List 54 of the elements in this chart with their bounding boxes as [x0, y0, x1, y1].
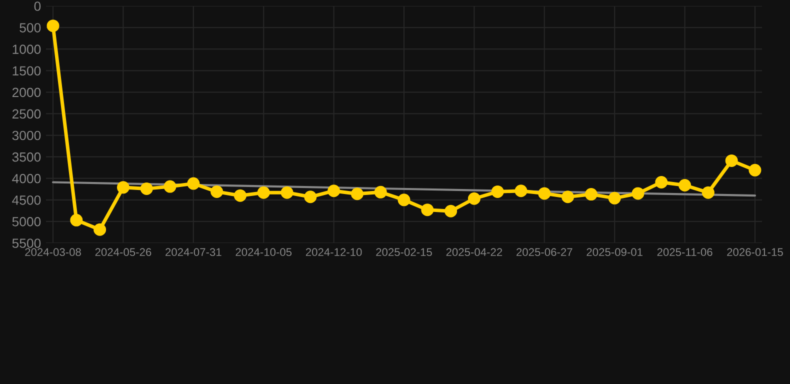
point [468, 192, 480, 205]
y-tick-label: 1500 [12, 66, 41, 76]
x-tick-label: 2024-12-10 [306, 248, 362, 256]
point [748, 164, 762, 176]
point [116, 181, 130, 194]
point [257, 186, 270, 199]
point [702, 186, 714, 199]
x-tick-label: 2024-03-08 [25, 248, 81, 256]
x-tick-label: 2025-06-27 [516, 248, 572, 256]
point [94, 223, 106, 236]
point [444, 204, 458, 218]
point [608, 192, 621, 204]
point [398, 194, 410, 206]
point [234, 189, 246, 202]
point [187, 177, 200, 190]
x-tick-label: 2024-07-31 [166, 248, 222, 256]
point [210, 185, 224, 198]
y-tick-label: 500 [20, 23, 41, 32]
y-tick-label: 3000 [12, 130, 41, 140]
x-tick-label: 2025-02-15 [376, 248, 432, 256]
point [678, 179, 692, 192]
point [70, 214, 83, 226]
y-tick-label: 5000 [12, 217, 41, 226]
x-tick-label: 2025-04-22 [446, 248, 502, 256]
point [46, 20, 60, 32]
point [374, 186, 387, 198]
point [632, 187, 644, 200]
y-tick-label: 4000 [12, 174, 41, 184]
y-tick-label: 2500 [12, 109, 41, 119]
y-tick-label: 5500 [12, 238, 41, 248]
y-tick-label: 1000 [12, 44, 41, 54]
y-tick-label: 4500 [12, 195, 41, 205]
point [140, 182, 153, 195]
point [538, 187, 551, 200]
point [421, 204, 434, 216]
y-tick-label: 0 [34, 2, 41, 11]
x-tick-label: 2026-01-15 [727, 248, 783, 256]
point [491, 185, 504, 198]
point [584, 188, 598, 201]
point [562, 190, 574, 204]
point [350, 188, 364, 200]
x-tick-label: 2025-11-06 [657, 248, 712, 256]
y-tick-label: 3500 [12, 152, 41, 162]
point [655, 176, 668, 188]
point [280, 186, 294, 199]
point [164, 180, 176, 193]
x-tick-label: 2025-09-01 [586, 248, 642, 256]
point [328, 184, 340, 198]
point [725, 154, 738, 167]
point [514, 184, 528, 198]
y-tick-label: 2000 [12, 88, 41, 98]
x-tick-label: 2024-10-05 [236, 248, 292, 256]
point [304, 190, 317, 204]
x-tick-label: 2024-05-26 [95, 248, 152, 256]
